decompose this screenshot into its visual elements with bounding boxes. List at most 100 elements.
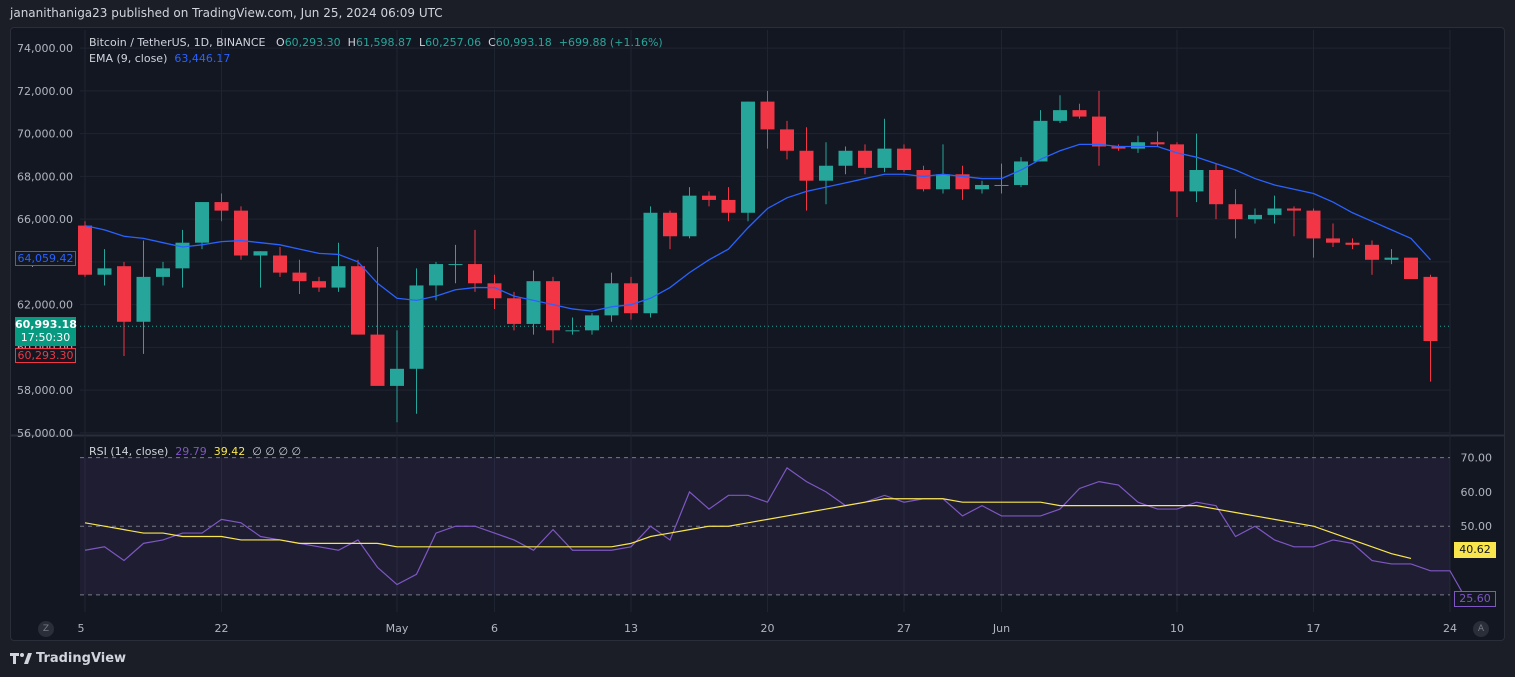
candle <box>624 276 638 320</box>
ema-value: 63,446.17 <box>174 52 231 65</box>
candle-body <box>487 283 502 299</box>
legend-o-label: O <box>276 36 285 49</box>
legend-o-value: 60,293.30 <box>284 36 341 49</box>
timezone-z-button[interactable]: Z <box>38 621 54 637</box>
candle <box>585 313 599 335</box>
candle <box>955 165 970 200</box>
candle <box>741 101 755 222</box>
auto-scale-button[interactable]: A <box>1473 621 1489 637</box>
candle <box>897 144 911 173</box>
candle <box>1092 90 1106 166</box>
candle-body <box>565 330 580 332</box>
legend-h-value: 61,598.87 <box>355 36 412 49</box>
candle <box>819 142 833 205</box>
last-price-badge: 60,993.18 17:50:30 <box>15 317 77 346</box>
candle <box>409 268 424 414</box>
time-axis-tick: 22 <box>215 622 229 635</box>
candle <box>760 90 775 149</box>
candle <box>214 193 229 222</box>
candle-body <box>1189 170 1204 192</box>
candle <box>429 261 443 301</box>
candle <box>838 146 853 175</box>
candle <box>292 259 307 294</box>
candle-body <box>760 101 775 130</box>
candle <box>1287 206 1301 237</box>
candle-body <box>136 276 151 322</box>
price-axis-tick: 74,000.00 <box>17 42 73 55</box>
rsi-badge-text: 25.60 <box>1459 592 1491 605</box>
candle <box>1306 208 1321 258</box>
candle-body <box>409 285 424 369</box>
candle-body <box>1404 257 1418 280</box>
candle <box>1345 238 1360 250</box>
candle-body <box>877 148 892 168</box>
candle-body <box>292 272 307 282</box>
candle-body <box>1053 110 1067 121</box>
candle-body <box>546 281 560 331</box>
rsi-ma-line <box>84 498 1412 560</box>
rsi-value: 29.79 <box>175 445 207 458</box>
candle <box>1131 135 1145 153</box>
publish-header: jananithaniga23 published on TradingView… <box>10 6 443 20</box>
ema-price-badge-text: 64,059.42 <box>17 252 74 265</box>
candle <box>643 206 658 318</box>
candle-body <box>1384 257 1399 260</box>
candle-body <box>156 268 170 277</box>
tradingview-logo[interactable]: TradingView <box>10 651 126 666</box>
rsi-ma-badge: 40.62 <box>1454 542 1496 558</box>
candle <box>799 127 814 211</box>
candle <box>916 165 931 192</box>
chart-frame[interactable] <box>10 27 1505 641</box>
candle <box>1170 142 1184 218</box>
candle-body <box>507 298 521 324</box>
candle <box>487 274 502 309</box>
price-axis-tick: 62,000.00 <box>17 299 73 312</box>
candle-body <box>1423 276 1438 342</box>
candle <box>1267 195 1282 224</box>
candle <box>312 276 326 292</box>
candle <box>1228 189 1243 239</box>
time-axis-tick: 17 <box>1307 622 1321 635</box>
open-price-badge: 60,293.30 <box>15 348 76 363</box>
candle-body <box>1131 142 1145 149</box>
candle-body <box>1365 244 1379 260</box>
candle-body <box>1287 208 1301 211</box>
candle-body <box>253 251 268 256</box>
rsi-ma-badge-text: 40.62 <box>1459 543 1491 556</box>
time-axis-tick: Jun <box>992 622 1010 635</box>
candle-body <box>604 283 619 316</box>
price-axis-tick: 70,000.00 <box>17 128 73 141</box>
candle-body <box>1248 214 1262 220</box>
candle <box>565 317 580 335</box>
candle-body <box>799 150 814 181</box>
candle-body <box>1072 110 1087 117</box>
legend-symbol: Bitcoin / TetherUS, 1D, BINANCE <box>89 36 266 49</box>
time-axis-tick: 27 <box>897 622 911 635</box>
candle-body <box>175 242 190 269</box>
candle-body <box>780 129 794 151</box>
open-price-badge-text: 60,293.30 <box>17 349 74 362</box>
price-axis-tick: 56,000.00 <box>17 427 73 440</box>
candle-body <box>312 281 326 288</box>
time-axis-tick: 5 <box>78 622 85 635</box>
price-axis-tick: 68,000.00 <box>17 170 73 183</box>
candle-body <box>331 266 346 288</box>
ema-label: EMA (9, close) <box>89 52 168 65</box>
candle-body <box>1209 170 1223 205</box>
rsi-axis-tick: 60.00 <box>1461 486 1493 499</box>
candle <box>721 187 736 222</box>
candle <box>936 144 950 194</box>
price-axis-tick: 72,000.00 <box>17 85 73 98</box>
candle <box>1053 95 1067 123</box>
candle-body <box>643 212 658 314</box>
candle-body <box>370 334 385 386</box>
candle <box>604 272 619 322</box>
candle-body <box>624 283 638 314</box>
time-axis-tick: 6 <box>491 622 498 635</box>
candle <box>78 221 92 277</box>
time-axis-tick: 24 <box>1443 622 1457 635</box>
candle <box>507 291 521 331</box>
time-axis-tick: May <box>386 622 409 635</box>
main-legend: Bitcoin / TetherUS, 1D, BINANCE O60,293.… <box>89 36 663 49</box>
